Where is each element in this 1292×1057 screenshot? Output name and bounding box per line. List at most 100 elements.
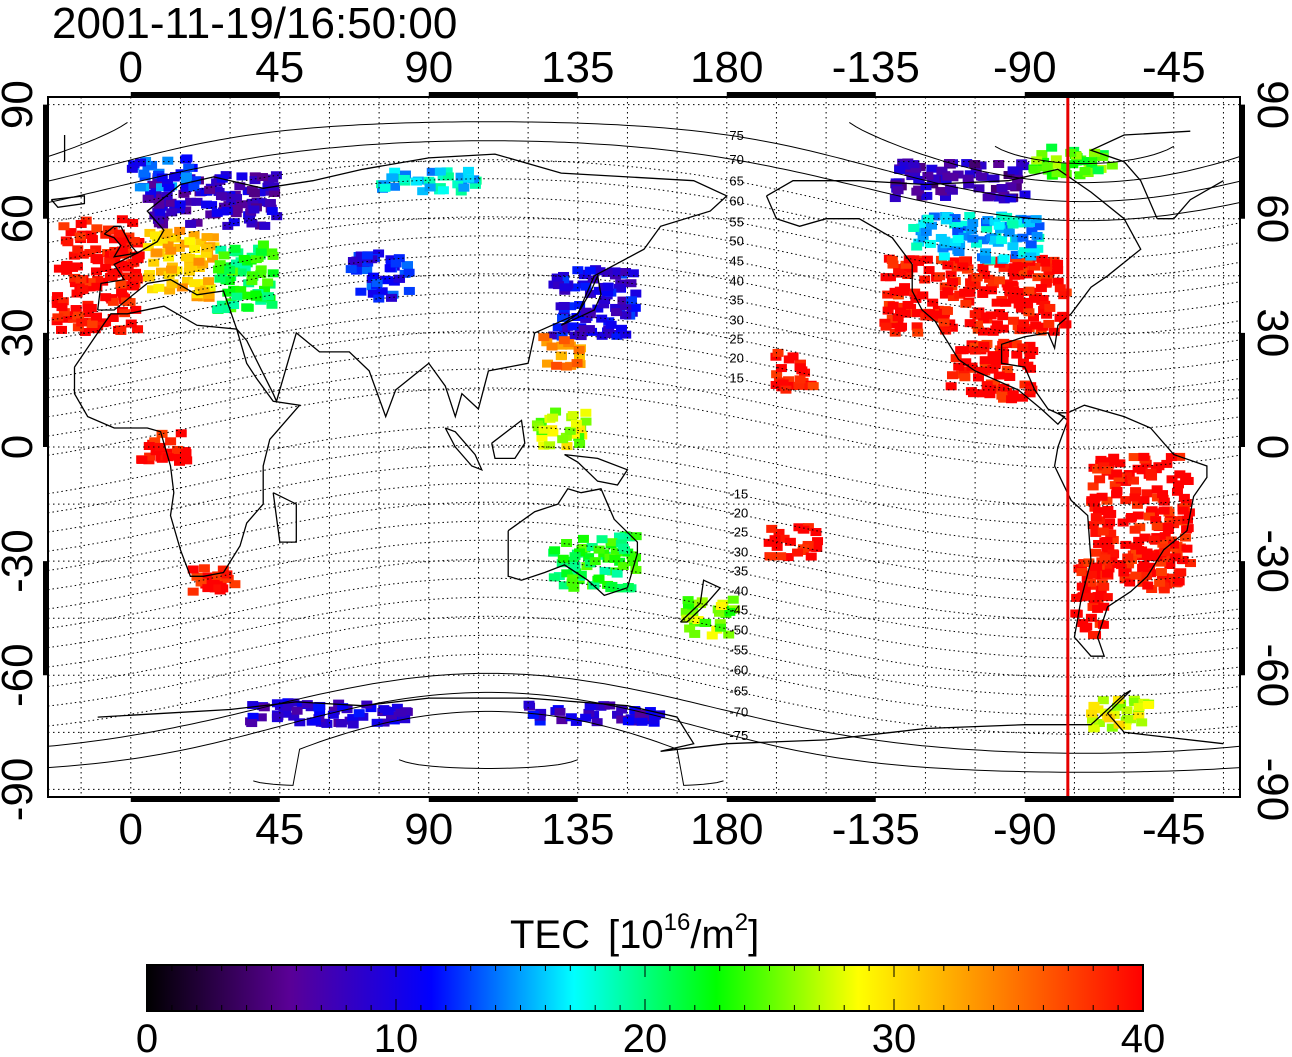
tec-cell [230, 209, 242, 218]
tec-cell [153, 283, 165, 292]
tec-cell [1010, 250, 1022, 259]
mlat-contour [48, 444, 1240, 526]
tec-cell [172, 445, 184, 454]
tec-cell [1137, 563, 1149, 572]
tec-cell [991, 298, 1003, 307]
tec-cell [1132, 511, 1144, 520]
tec-cell [382, 276, 394, 285]
tec-cell [387, 173, 399, 182]
tec-cell [556, 559, 568, 568]
tec-cell [1101, 569, 1113, 578]
tec-cell [1002, 282, 1014, 291]
tec-cell [565, 302, 577, 311]
left-latitude-label: -30 [0, 529, 42, 593]
tec-cell [1167, 573, 1179, 582]
tec-cell [1028, 313, 1040, 322]
top-longitude-label: 90 [404, 43, 453, 92]
tec-cell [956, 220, 968, 229]
tec-cell [1092, 465, 1104, 474]
tec-cell [580, 270, 592, 279]
tec-cell [997, 324, 1009, 333]
bottom-longitude-label: -135 [832, 805, 920, 854]
tec-cell [149, 437, 161, 446]
tec-cell [1159, 532, 1171, 541]
tec-cell [198, 287, 210, 296]
tec-cell [191, 218, 203, 227]
tec-cell [243, 215, 255, 224]
tec-cell [1130, 487, 1142, 496]
tec-cell [549, 546, 561, 555]
tec-cell [1113, 720, 1125, 729]
tec-cell [560, 362, 572, 371]
tec-cell [569, 552, 581, 561]
tec-cell [807, 382, 819, 391]
tec-cell [1132, 464, 1144, 473]
top-longitude-label: 135 [541, 43, 614, 92]
tec-cell [1021, 325, 1033, 334]
coastline [444, 427, 484, 471]
tec-cell [616, 705, 628, 714]
mlat-label: 40 [729, 274, 743, 289]
tec-cell [979, 361, 991, 370]
tec-cell [222, 288, 234, 297]
tec-cell [228, 218, 240, 227]
tec-cell [580, 408, 592, 417]
tec-cell [912, 328, 924, 337]
tec-cell [998, 191, 1010, 200]
map-area: 75 70 65 60 55 50 45 40 35 30 25 20 15 -15 -20 -25 -30 -3… [48, 97, 1240, 797]
tec-cell [1038, 305, 1050, 314]
tec-cell [1155, 568, 1167, 577]
tec-cell [1131, 500, 1143, 509]
tec-cell [1101, 593, 1113, 602]
tec-cell [229, 580, 241, 589]
tec-cell [1081, 622, 1093, 631]
tec-cell [605, 329, 617, 338]
tec-cell [1133, 711, 1145, 720]
tec-cell [551, 273, 563, 282]
tec-cell [113, 229, 125, 238]
tec-cell [630, 553, 642, 562]
tec-cell [215, 192, 227, 201]
tec-cell [1026, 227, 1038, 236]
tec-cell [684, 624, 696, 633]
tec-cell [262, 278, 274, 287]
mlat-label: -60 [729, 663, 748, 678]
tec-cell [997, 356, 1009, 365]
tec-cell [207, 233, 219, 242]
tec-cell [115, 326, 127, 335]
tec-cell [1162, 522, 1174, 531]
mlat-contour [48, 596, 1240, 678]
top-longitude-labels: 0 45 90 135 180 -135 -90 -45 [119, 43, 1206, 92]
mlat-label: -75 [729, 728, 748, 743]
tec-cell [902, 300, 914, 309]
tec-cell [769, 535, 781, 544]
tec-cell [1120, 573, 1132, 582]
tec-cell [692, 615, 704, 624]
tec-cell [174, 455, 186, 464]
tec-cell [257, 240, 269, 249]
coastline [507, 488, 639, 597]
mlat-label: 45 [729, 254, 743, 269]
tec-cell [201, 233, 213, 242]
tec-cell [389, 167, 401, 176]
colorbar-unit-open: [10 [608, 913, 664, 957]
tec-cell [1105, 529, 1117, 538]
tec-cell [247, 701, 259, 710]
tec-cell [441, 167, 453, 176]
tec-cell [880, 322, 892, 331]
tec-cell [620, 311, 632, 320]
tec-cell [953, 362, 965, 371]
tec-cell [165, 246, 177, 255]
tec-cell [574, 440, 586, 449]
tec-cell [1010, 340, 1022, 349]
tec-cell [1041, 263, 1053, 272]
tec-cell [368, 272, 380, 281]
tec-cell [580, 307, 592, 316]
tec-cell [437, 186, 449, 195]
mlat-contour [48, 672, 1240, 754]
right-latitude-label: 90 [1248, 80, 1292, 129]
tec-cell [988, 356, 1000, 365]
right-scale-bar [1240, 104, 1245, 219]
tec-cell [58, 308, 70, 317]
tec-cell [541, 338, 553, 347]
